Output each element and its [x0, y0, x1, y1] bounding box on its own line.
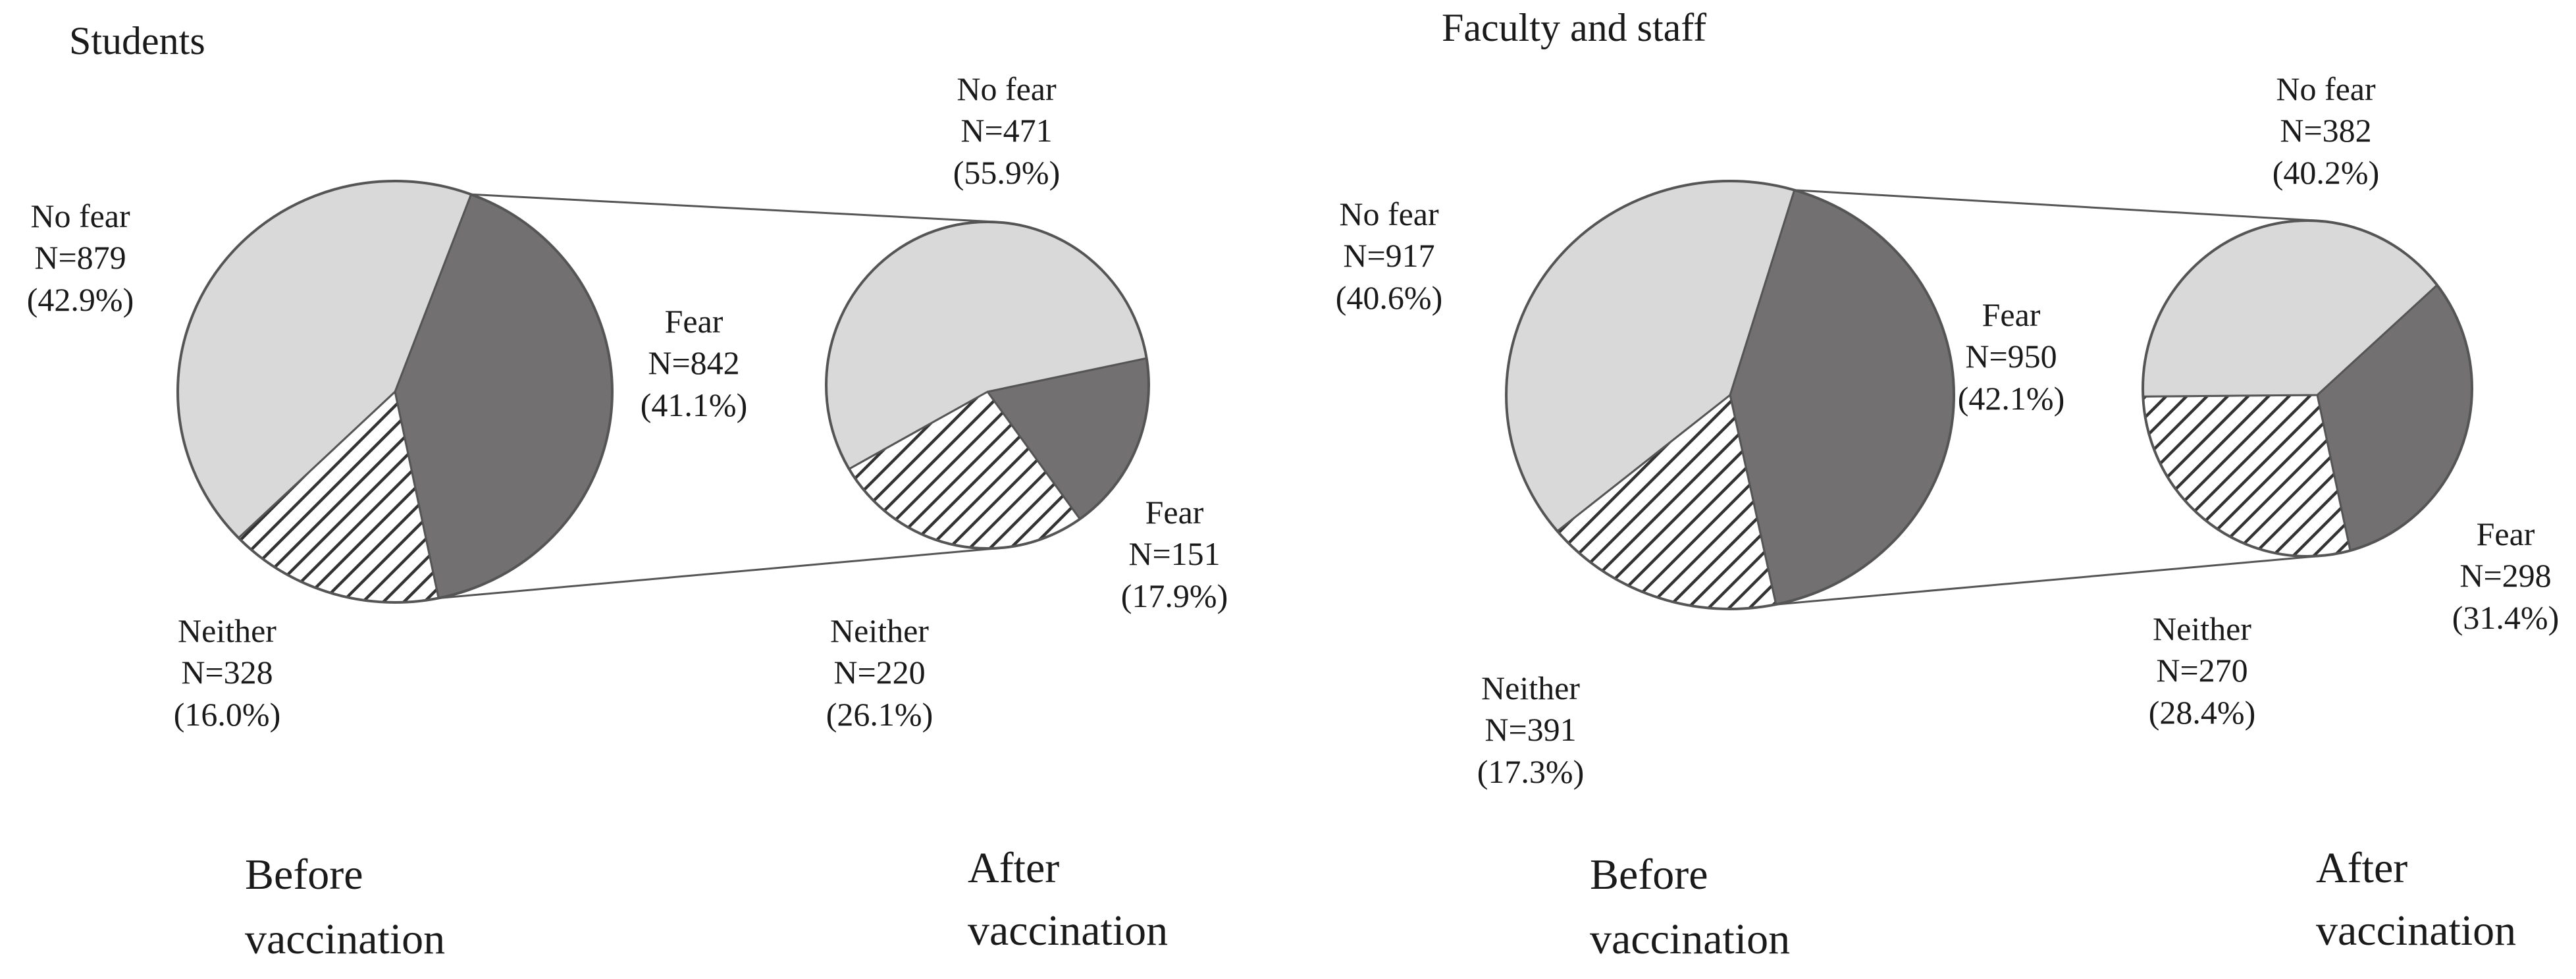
- students-after-nofear-n: N=471: [960, 112, 1052, 149]
- students-before-neither-n: N=328: [181, 654, 273, 691]
- students-after-fear-pct: (17.9%): [1121, 577, 1228, 614]
- faculty-before-neither-label: Neither: [1481, 670, 1580, 706]
- students-before-fear-pct: (41.1%): [641, 386, 747, 423]
- faculty-after-pie: [2142, 219, 2473, 558]
- students-title: Students: [69, 19, 205, 63]
- faculty-before-caption-line2: vaccination: [1590, 915, 1790, 963]
- students-after-caption-line1: After: [968, 844, 1059, 892]
- faculty-after-neither-n: N=270: [2156, 652, 2247, 689]
- faculty-after-nofear-pct: (40.2%): [2273, 154, 2379, 191]
- faculty-after-fear-n: N=298: [2459, 557, 2551, 594]
- faculty-before-fear-label: Fear: [1982, 296, 2041, 333]
- students-panel: Students No fear N=879 (42.9%) Fear N=84…: [27, 19, 1228, 963]
- faculty-before-fear-n: N=950: [1965, 338, 2057, 375]
- faculty-before-neither-n: N=391: [1485, 711, 1576, 748]
- faculty-before-fear-pct: (42.1%): [1958, 380, 2064, 417]
- faculty-after-slice-neither: [2142, 394, 2352, 558]
- students-before-outline: [176, 180, 614, 604]
- faculty-panel: Faculty and staff No fear N=917 (40.6%) …: [1336, 6, 2559, 963]
- faculty-after-neither-label: Neither: [2153, 610, 2251, 647]
- students-after-nofear-label: No fear: [957, 70, 1057, 107]
- students-before-caption-line1: Before: [245, 851, 363, 899]
- faculty-before-pie: [1505, 180, 1955, 610]
- faculty-title: Faculty and staff: [1442, 6, 1706, 49]
- students-before-fear-label: Fear: [665, 303, 723, 340]
- students-connector-top: [471, 193, 996, 223]
- students-connector-bottom: [438, 547, 996, 599]
- students-after-fear-label: Fear: [1145, 494, 1204, 531]
- faculty-before-nofear-label: No fear: [1339, 196, 1439, 232]
- students-before-neither-pct: (16.0%): [174, 696, 280, 733]
- students-before-neither-label: Neither: [178, 612, 276, 649]
- faculty-after-fear-label: Fear: [2477, 516, 2535, 552]
- students-before-nofear-pct: (42.9%): [27, 281, 134, 318]
- faculty-after-fear-pct: (31.4%): [2452, 599, 2559, 636]
- faculty-after-neither-pct: (28.4%): [2149, 694, 2255, 731]
- students-after-nofear-pct: (55.9%): [953, 154, 1060, 191]
- students-after-neither-pct: (26.1%): [826, 696, 933, 733]
- students-before-nofear-label: No fear: [30, 198, 130, 234]
- students-after-outline: [825, 221, 1150, 550]
- faculty-after-outline: [2142, 219, 2473, 558]
- students-before-caption-line2: vaccination: [245, 915, 445, 963]
- students-connector-lines: [438, 193, 996, 599]
- faculty-after-caption-line2: vaccination: [2316, 907, 2516, 955]
- faculty-after-nofear-n: N=382: [2280, 112, 2371, 149]
- students-after-pie: [825, 221, 1150, 550]
- students-before-pie: [176, 180, 614, 604]
- faculty-before-caption-line1: Before: [1590, 851, 1708, 899]
- students-after-neither-n: N=220: [833, 654, 925, 691]
- faculty-before-nofear-n: N=917: [1343, 237, 1434, 274]
- students-after-fear-n: N=151: [1128, 535, 1220, 572]
- faculty-before-outline: [1505, 180, 1955, 610]
- faculty-after-caption-line1: After: [2316, 844, 2407, 892]
- faculty-connector-bottom: [1775, 555, 2316, 606]
- faculty-after-nofear-label: No fear: [2276, 70, 2376, 107]
- faculty-connector-lines: [1775, 189, 2316, 606]
- students-before-fear-n: N=842: [648, 344, 739, 381]
- students-after-caption-line2: vaccination: [968, 907, 1168, 955]
- faculty-before-neither-pct: (17.3%): [1477, 753, 1584, 790]
- students-before-nofear-n: N=879: [34, 239, 126, 276]
- faculty-before-nofear-pct: (40.6%): [1336, 279, 1442, 316]
- faculty-connector-top: [1794, 189, 2316, 222]
- students-after-neither-label: Neither: [830, 612, 929, 649]
